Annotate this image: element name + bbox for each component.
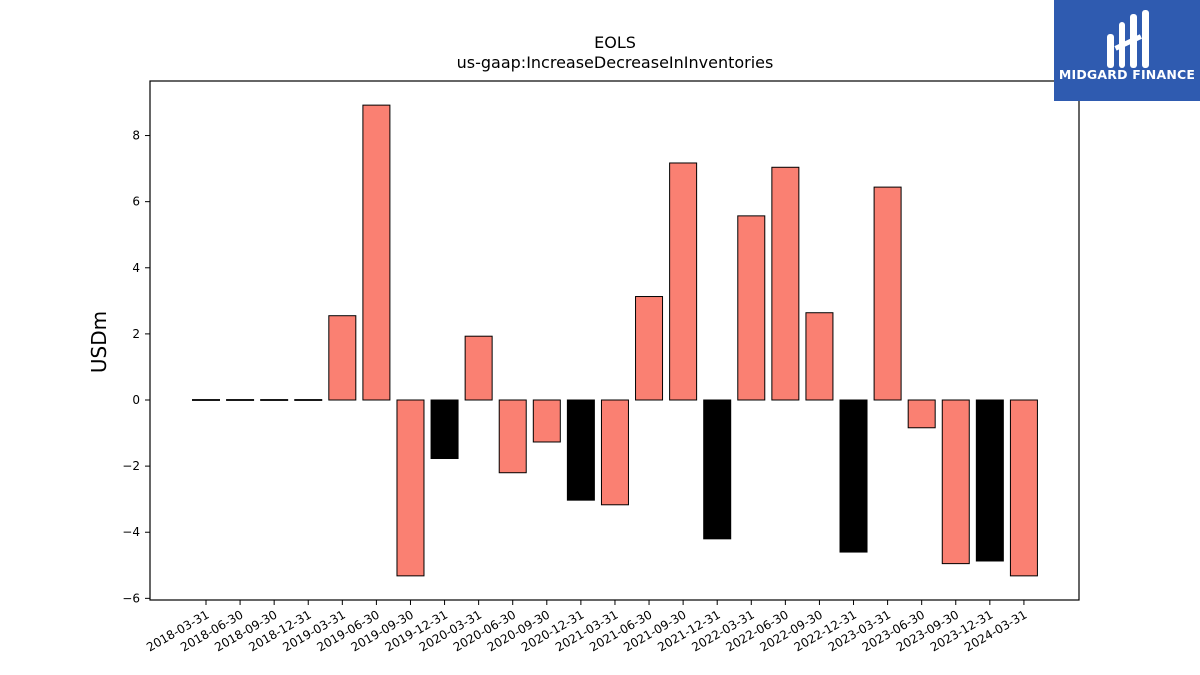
chart-title: EOLS (594, 33, 636, 52)
bar-2023-06-30 (907, 399, 936, 429)
y-tick-label: 8 (132, 129, 140, 143)
y-axis-ticks: −6 −4 −2 0 2 4 6 8 (122, 129, 150, 605)
bar-2020-09-30 (532, 399, 561, 443)
y-tick-label: 0 (132, 393, 140, 407)
bar-2021-12-31 (703, 399, 732, 540)
bar-2018-12-31 (294, 399, 323, 401)
y-axis-label: USDm (87, 311, 111, 373)
bar-2023-03-31 (873, 186, 902, 401)
bar-2023-12-31 (975, 399, 1004, 562)
y-tick-label: −6 (122, 591, 140, 605)
bar-2022-06-30 (771, 166, 800, 401)
y-tick-label: 4 (132, 261, 140, 275)
plot-frame (149, 80, 1080, 601)
bar-2020-06-30 (498, 399, 527, 474)
bar-2021-03-31 (600, 399, 629, 506)
logo-text: MIDGARD FINANCE (1058, 67, 1196, 82)
bar-2019-06-30 (362, 104, 391, 401)
y-tick-label: −4 (122, 525, 140, 539)
logo-mark-icon (1107, 10, 1149, 68)
bar-2020-03-31 (464, 335, 493, 401)
bar-2019-09-30 (396, 399, 425, 577)
bar-2018-09-30 (260, 399, 289, 401)
y-tick-label: 6 (132, 195, 140, 209)
bar-2022-03-31 (737, 215, 766, 401)
bar-2022-12-31 (839, 399, 868, 553)
bar-2019-12-31 (430, 399, 459, 460)
x-axis-ticks: 2018-03-312018-06-302018-09-302018-12-31… (144, 600, 1029, 654)
chart-subtitle: us-gaap:IncreaseDecreaseInInventories (457, 53, 774, 72)
bar-2023-09-30 (941, 399, 970, 565)
bar-2019-03-31 (328, 315, 357, 401)
bar-2022-09-30 (805, 312, 834, 401)
y-tick-label: −2 (122, 459, 140, 473)
bar-2024-03-31 (1009, 399, 1038, 577)
brand-logo: MIDGARD FINANCE (1054, 0, 1200, 101)
y-tick-label: 2 (132, 327, 140, 341)
bar-2020-12-31 (566, 399, 595, 501)
bar-2021-06-30 (635, 296, 664, 401)
bar-2018-06-30 (226, 399, 255, 401)
bar-2018-03-31 (192, 399, 220, 401)
bar-2021-09-30 (669, 162, 698, 401)
bars-group (192, 104, 1038, 577)
